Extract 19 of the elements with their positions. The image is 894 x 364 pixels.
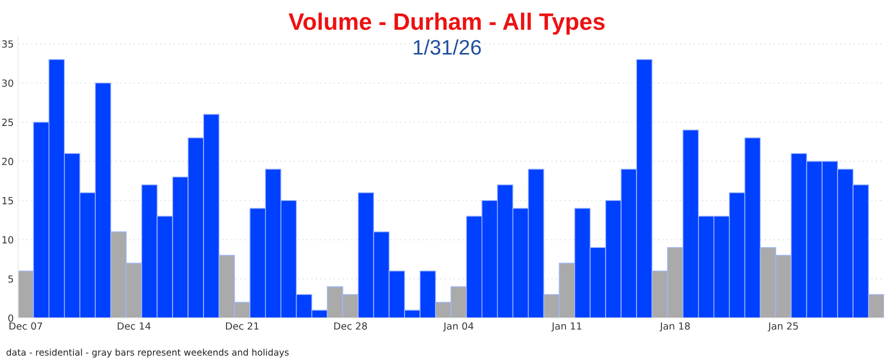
y-tick-label: 0 <box>8 314 14 322</box>
x-tick-label: Jan 18 <box>660 322 690 332</box>
y-tick-label: 15 <box>2 197 13 204</box>
x-tick-label: Jan 11 <box>551 322 582 332</box>
x-tick-label: Jan 25 <box>768 322 798 332</box>
x-tick-label: Dec 28 <box>334 322 367 330</box>
y-tick-label: 20 <box>2 158 14 166</box>
y-tick-label: 25 <box>2 118 13 126</box>
y-tick-label: 30 <box>2 79 14 87</box>
y-tick-label: 10 <box>2 236 14 244</box>
x-tick-label: Dec 14 <box>118 322 151 330</box>
y-tick-label: 35 <box>2 40 13 48</box>
y-tick-label: 5 <box>8 275 13 283</box>
text: data - residential - gray bars represent weekends and holidays <box>6 348 289 358</box>
x-tick-label: Dec 07 <box>10 322 42 330</box>
chart-title: Volume - Durham - All Types <box>288 12 605 35</box>
chart-subtitle: 1/31/26 <box>414 39 481 55</box>
x-tick-label: Jan 04 <box>443 322 474 332</box>
x-tick-label: Dec 21 <box>226 322 258 330</box>
